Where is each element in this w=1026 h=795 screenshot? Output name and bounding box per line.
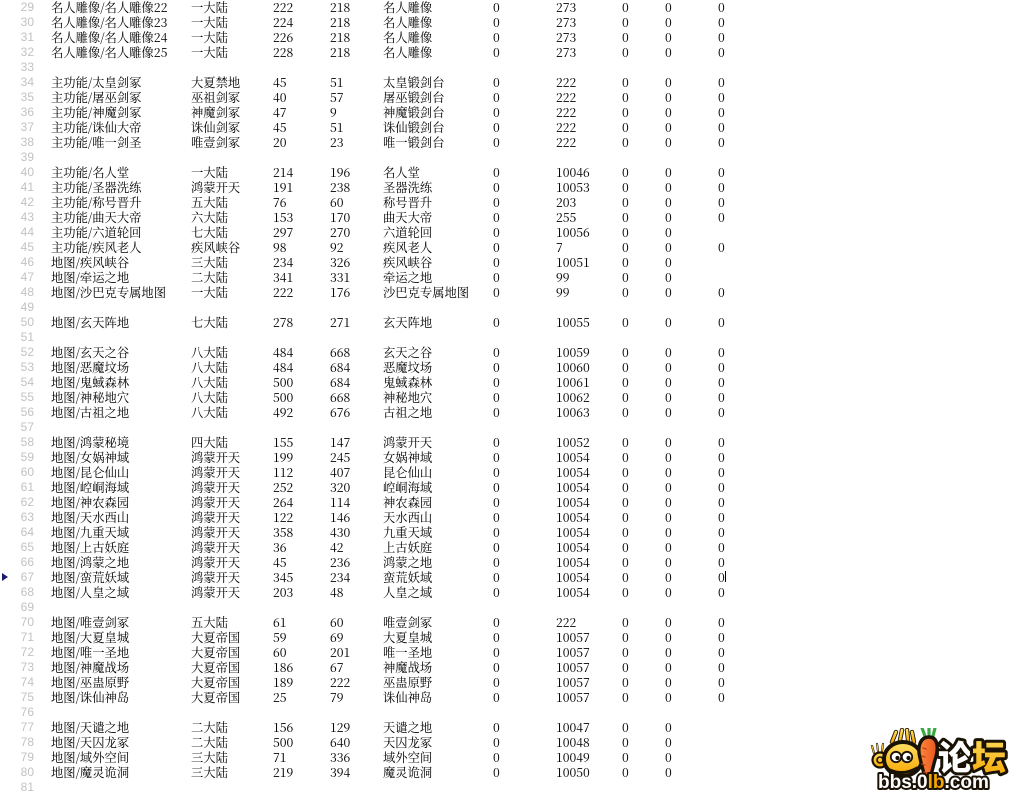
svg-text:bbs.0lb.com: bbs.0lb.com: [878, 772, 989, 790]
